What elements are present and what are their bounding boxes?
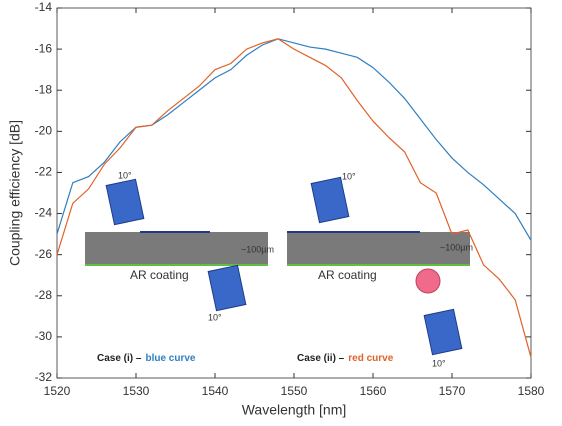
case-name: Case (ii) – bbox=[297, 353, 345, 364]
inset-label: ~100µm bbox=[241, 244, 274, 254]
y-axis-label: Coupling efficiency [dB] bbox=[7, 120, 23, 266]
line-series bbox=[56, 38, 532, 358]
inset-label: AR coating bbox=[130, 268, 189, 282]
y-tick-label: -22 bbox=[35, 165, 53, 179]
inset-diagrams bbox=[85, 176, 470, 356]
slab bbox=[85, 232, 268, 265]
x-tick-label: 1520 bbox=[44, 384, 71, 398]
case-label: Case (ii) – red curve bbox=[297, 353, 394, 364]
x-axis-label: Wavelength [nm] bbox=[242, 402, 347, 418]
inset-label: 10° bbox=[342, 171, 356, 181]
y-tick-label: -28 bbox=[35, 288, 53, 302]
case-curve: blue curve bbox=[145, 353, 195, 364]
y-tick-label: -18 bbox=[35, 82, 53, 96]
x-tick-label: 1540 bbox=[202, 384, 229, 398]
y-tick-label: -26 bbox=[35, 247, 53, 261]
y-tick-label: -14 bbox=[35, 0, 53, 14]
y-tick-label: -16 bbox=[35, 41, 53, 55]
case-curve: red curve bbox=[348, 353, 393, 364]
inset-label: ~100µm bbox=[440, 242, 473, 252]
case-label: Case (i) – blue curve bbox=[97, 353, 196, 364]
lens bbox=[415, 268, 441, 294]
y-tick-label: -30 bbox=[35, 329, 53, 343]
x-tick-label: 1560 bbox=[360, 384, 387, 398]
inset-label: 10° bbox=[208, 312, 222, 322]
fibers bbox=[105, 176, 463, 356]
x-tick-label: 1550 bbox=[281, 384, 308, 398]
x-tick-label: 1530 bbox=[123, 384, 150, 398]
slab bbox=[287, 232, 470, 265]
y-tick-label: -20 bbox=[35, 124, 53, 138]
y-tick-label: -32 bbox=[35, 370, 53, 384]
x-tick-label: 1580 bbox=[518, 384, 545, 398]
inset-label: AR coating bbox=[318, 268, 377, 282]
y-tick-label: -24 bbox=[35, 206, 53, 220]
inset-label: 10° bbox=[432, 358, 446, 368]
case-name: Case (i) – bbox=[97, 353, 142, 364]
inset-label: 10° bbox=[118, 170, 132, 180]
x-tick-label: 1570 bbox=[439, 384, 466, 398]
